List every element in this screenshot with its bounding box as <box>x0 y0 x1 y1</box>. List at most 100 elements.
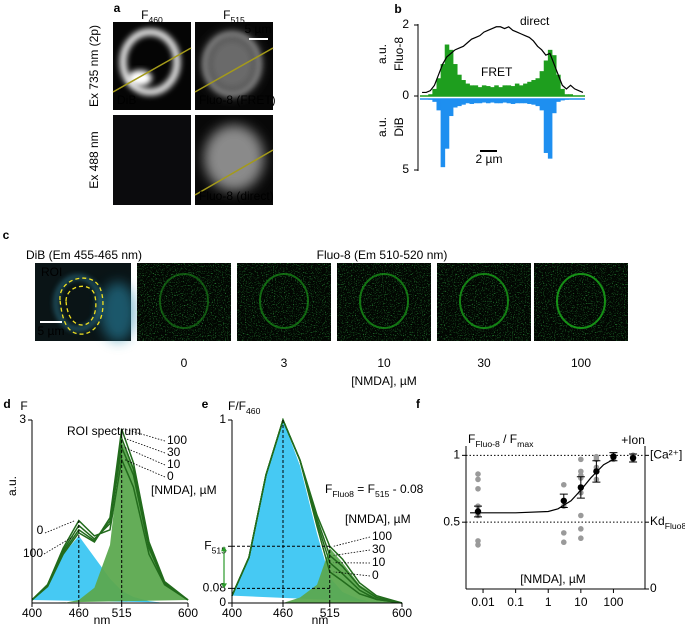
legend-title: [NMDA], µM <box>345 512 411 526</box>
trace-bar <box>556 99 561 102</box>
cell <box>259 273 309 329</box>
x-tick-label: 460 <box>69 606 89 620</box>
trace-bar <box>461 99 466 105</box>
trace-bar <box>465 99 470 104</box>
trace-bar <box>560 99 565 101</box>
legend-label: 100 <box>372 529 392 543</box>
arrow-head <box>221 583 227 589</box>
trace-line <box>422 26 584 94</box>
scale-label: 2 µm <box>476 152 503 166</box>
column-header: F515 <box>223 8 245 25</box>
roi-outline <box>59 277 104 335</box>
legend-label: 10 <box>372 555 386 569</box>
trace-bar <box>494 99 499 104</box>
trace-bar <box>477 87 483 96</box>
trace-bar <box>428 94 433 96</box>
axis-label-part: 460 <box>246 406 261 416</box>
trace-bar <box>523 83 528 96</box>
y-tick-label-part: 515 <box>212 546 227 556</box>
spectrum-line <box>231 417 403 604</box>
data-point <box>560 530 567 536</box>
y-tick-label: 0 <box>402 88 409 102</box>
leader-line <box>333 536 371 547</box>
y-tick-label: 3 <box>19 412 26 426</box>
row-label: Ex 735 nm (2p) <box>87 25 101 107</box>
trace-bar <box>543 99 549 153</box>
x-tick-label: 600 <box>178 606 198 620</box>
spectrum-line <box>31 428 189 601</box>
trace-bar <box>453 64 458 96</box>
legend-label: 0 <box>167 469 174 483</box>
trace-bar <box>564 99 569 100</box>
trace-bar <box>432 88 437 96</box>
trace-bar <box>440 64 446 96</box>
image <box>113 115 191 205</box>
image-label: Fluo-8 (direct) <box>199 189 274 203</box>
category-label: 0 <box>181 356 188 370</box>
profile-line <box>194 47 274 93</box>
cell <box>100 282 136 342</box>
leader-line <box>124 428 166 442</box>
y2-tick-label: KdFluo8 <box>650 514 685 531</box>
axis-label-part: max <box>517 439 534 449</box>
trace-bar <box>448 49 454 96</box>
x-tick-label: 10 <box>574 595 588 609</box>
roi-outline <box>65 285 97 326</box>
mean-point <box>577 484 585 491</box>
panel-a-images <box>112 22 274 205</box>
trace-bar <box>531 99 536 105</box>
axis-label-part: F/F <box>228 399 246 413</box>
mean-point <box>593 468 600 475</box>
x-tick-label: 100 <box>603 595 623 609</box>
axis-label: nm <box>312 613 329 625</box>
trace-bar <box>477 99 483 104</box>
fluo-images <box>137 263 628 341</box>
data-point <box>578 512 584 519</box>
data-point <box>475 476 481 483</box>
trace-bar <box>539 99 545 111</box>
column-header-part: 460 <box>148 15 163 25</box>
data-point <box>578 468 584 475</box>
trace-bar <box>502 85 508 96</box>
profile-line <box>194 149 274 196</box>
x-tick-label: 600 <box>392 606 412 620</box>
y-tick-label: 2 <box>402 17 409 31</box>
column-header-part: F <box>223 8 230 22</box>
trace-bar <box>510 99 516 104</box>
legend-label: 0 <box>37 523 44 537</box>
axis-label-part: / F <box>500 432 517 446</box>
y-tick-label-part: F <box>204 538 211 552</box>
trace-bar <box>469 85 475 96</box>
trace-bar <box>428 99 433 100</box>
legend-label: 30 <box>372 542 386 556</box>
data-point <box>475 471 481 477</box>
cell <box>159 273 209 329</box>
x-tick-label: 400 <box>222 606 242 620</box>
trace-bar <box>473 85 479 96</box>
scale-label: 5 µm <box>38 324 65 338</box>
arrow-head <box>221 546 227 552</box>
trace-bar <box>514 83 520 96</box>
mean-point <box>474 508 482 515</box>
category-label: 3 <box>281 356 288 370</box>
trace-bar <box>527 99 532 104</box>
trace-bar <box>547 99 553 159</box>
row-label: Ex 488 nm <box>87 131 101 188</box>
column-header: F460 <box>141 8 163 25</box>
axis-label: F/F460 <box>228 399 261 416</box>
column-header-part: 515 <box>230 15 245 25</box>
y2-tick-label-part: Fluo8 <box>665 521 685 531</box>
trace-bar <box>523 99 528 104</box>
component-area <box>32 535 188 603</box>
trace-bar <box>465 83 470 96</box>
panel-label: d <box>3 397 10 411</box>
chart-title: ROI spectrum <box>67 424 141 438</box>
legend-label: 30 <box>167 445 181 459</box>
series-label: direct <box>520 14 550 28</box>
image-header: DiB (Em 455-465 nm) <box>26 248 142 262</box>
trace-bar <box>564 94 569 96</box>
formula-part: Fluo8 <box>332 489 354 499</box>
trace-bar <box>556 74 561 96</box>
data-point <box>475 538 481 544</box>
